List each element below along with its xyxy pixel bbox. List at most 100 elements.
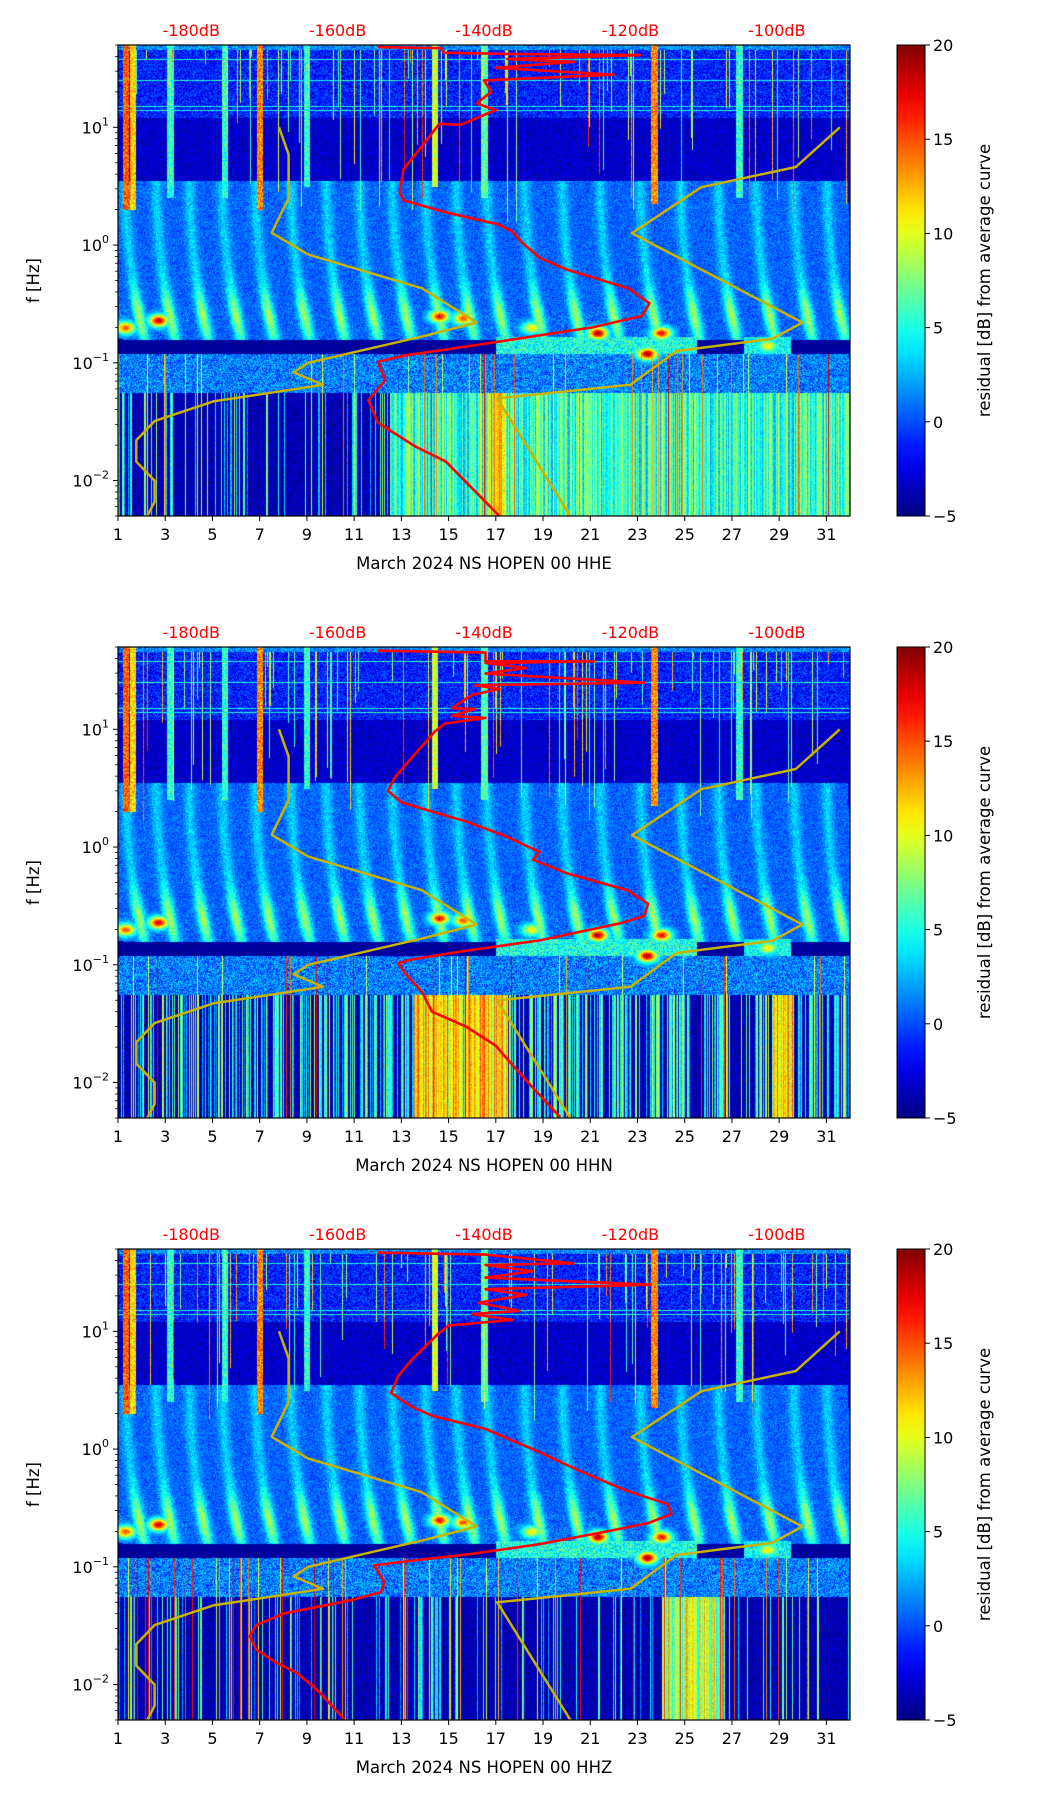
y-axis-label: f [Hz] bbox=[24, 258, 43, 303]
y-tick-label: 101 bbox=[82, 115, 109, 137]
x-tick-label: 1 bbox=[113, 1729, 123, 1748]
colorbar-tick-label: 0 bbox=[933, 413, 943, 432]
colorbar-tick-label: 20 bbox=[933, 638, 953, 657]
x-tick-label: 27 bbox=[722, 1127, 742, 1146]
x-tick-label: 1 bbox=[113, 525, 123, 544]
y-tick-base: 10 bbox=[72, 956, 92, 975]
x-tick-label: 17 bbox=[486, 1729, 506, 1748]
x-tick-label: 15 bbox=[438, 1127, 458, 1146]
x-tick-label: 29 bbox=[769, 525, 789, 544]
high-noise-model-line bbox=[495, 728, 841, 1118]
x-tick-label: 9 bbox=[302, 525, 312, 544]
x-tick-label: 9 bbox=[302, 1127, 312, 1146]
x-tick-label: 9 bbox=[302, 1729, 312, 1748]
y-tick-base: 10 bbox=[72, 1676, 92, 1695]
y-tick-base: 10 bbox=[72, 1558, 92, 1577]
x-tick-label: 15 bbox=[438, 1729, 458, 1748]
y-tick-label: 100 bbox=[82, 835, 109, 857]
y-axis-label: f [Hz] bbox=[24, 860, 43, 905]
colorbar-tick-label: 0 bbox=[933, 1015, 943, 1034]
y-tick-label: 10−1 bbox=[72, 953, 109, 975]
x-tick-label: 3 bbox=[160, 525, 170, 544]
x-tick-label: 23 bbox=[627, 1127, 647, 1146]
colorbar-tick-label: −5 bbox=[933, 1109, 957, 1128]
x-tick-label: 13 bbox=[391, 1729, 411, 1748]
db-scale-label: -140dB bbox=[455, 623, 512, 642]
db-scale-label: -120dB bbox=[602, 21, 659, 40]
db-scale-label: -180dB bbox=[162, 623, 219, 642]
high-noise-model-line bbox=[495, 126, 841, 516]
x-tick-label: 5 bbox=[207, 1127, 217, 1146]
colorbar bbox=[896, 44, 926, 517]
x-tick-label: 23 bbox=[627, 1729, 647, 1748]
average-psd-line bbox=[366, 45, 651, 516]
plot-overlay: 1 3 5 7 9 11 13 15 17 19 21 23 25 27 29 3110−210−110010… bbox=[24, 21, 994, 573]
x-tick-label: 29 bbox=[769, 1729, 789, 1748]
spectrogram-panel-hhn: 1 3 5 7 9 11 13 15 17 19 21 23 25 27 29 31 10−2 10−1 100 10… bbox=[0, 602, 1052, 1204]
colorbar-tick-label: 15 bbox=[933, 130, 953, 149]
colorbar-tick-label: 10 bbox=[933, 1428, 953, 1447]
plot-overlay: 1 3 5 7 9 11 13 15 17 19 21 23 25 27 29 3110−210−110010… bbox=[24, 1225, 994, 1777]
x-tick-label: 5 bbox=[207, 525, 217, 544]
y-tick-label: 10−2 bbox=[72, 469, 109, 491]
colorbar-tick-label: 5 bbox=[933, 921, 943, 940]
x-tick-label: 11 bbox=[344, 1729, 364, 1748]
low-noise-model-line bbox=[135, 126, 478, 516]
x-tick-label: 3 bbox=[160, 1729, 170, 1748]
y-tick-label: 10−2 bbox=[72, 1071, 109, 1093]
y-tick-exponent: 0 bbox=[102, 835, 109, 848]
x-tick-label: 23 bbox=[627, 525, 647, 544]
average-psd-line bbox=[248, 1251, 673, 1720]
y-tick-base: 10 bbox=[72, 354, 92, 373]
colorbar-label: residual [dB] from average curve bbox=[975, 144, 994, 417]
colorbar-tick-label: 0 bbox=[933, 1617, 943, 1636]
y-tick-label: 101 bbox=[82, 1319, 109, 1341]
x-tick-label: 25 bbox=[675, 1127, 695, 1146]
y-tick-exponent: −1 bbox=[93, 953, 109, 966]
x-tick-label: 7 bbox=[255, 1127, 265, 1146]
x-tick-label: 13 bbox=[391, 1127, 411, 1146]
curves bbox=[135, 45, 841, 516]
x-axis-label: March 2024 NS HOPEN 00 HHE bbox=[356, 554, 612, 573]
y-tick-base: 10 bbox=[82, 838, 102, 857]
x-tick-label: 27 bbox=[722, 525, 742, 544]
x-tick-label: 31 bbox=[816, 1127, 836, 1146]
x-tick-label: 21 bbox=[580, 525, 600, 544]
y-tick-base: 10 bbox=[82, 118, 102, 137]
db-scale-label: -160dB bbox=[309, 21, 366, 40]
colorbar bbox=[896, 646, 926, 1119]
x-tick-label: 29 bbox=[769, 1127, 789, 1146]
x-tick-label: 19 bbox=[533, 1127, 553, 1146]
y-tick-exponent: −1 bbox=[93, 1555, 109, 1568]
y-tick-exponent: 0 bbox=[102, 1437, 109, 1450]
curves bbox=[135, 649, 841, 1118]
x-tick-label: 19 bbox=[533, 525, 553, 544]
colorbar-label: residual [dB] from average curve bbox=[975, 746, 994, 1019]
db-scale-label: -120dB bbox=[602, 623, 659, 642]
colorbar-tick-label: 20 bbox=[933, 36, 953, 55]
db-scale-label: -160dB bbox=[309, 1225, 366, 1244]
low-noise-model-line bbox=[135, 728, 478, 1118]
colorbar-tick-label: −5 bbox=[933, 1711, 957, 1730]
x-tick-label: 15 bbox=[438, 525, 458, 544]
x-axis-label: March 2024 NS HOPEN 00 HHZ bbox=[356, 1758, 613, 1777]
colorbar-tick-label: 10 bbox=[933, 826, 953, 845]
plot-overlay: 1 3 5 7 9 11 13 15 17 19 21 23 25 27 29 3110−210−110010… bbox=[24, 623, 994, 1175]
x-tick-label: 27 bbox=[722, 1729, 742, 1748]
x-tick-label: 11 bbox=[344, 525, 364, 544]
x-tick-label: 13 bbox=[391, 525, 411, 544]
y-tick-exponent: 1 bbox=[102, 115, 109, 128]
colorbar-tick-label: 5 bbox=[933, 319, 943, 338]
low-noise-model-line bbox=[135, 1330, 478, 1720]
x-axis-label: March 2024 NS HOPEN 00 HHN bbox=[355, 1156, 613, 1175]
x-tick-label: 11 bbox=[344, 1127, 364, 1146]
y-tick-label: 10−1 bbox=[72, 1555, 109, 1577]
y-tick-exponent: 1 bbox=[102, 1319, 109, 1332]
colorbar-tick-label: 5 bbox=[933, 1523, 943, 1542]
colorbar-tick-label: 10 bbox=[933, 224, 953, 243]
x-tick-label: 21 bbox=[580, 1127, 600, 1146]
spectrogram-panel-hhz: 1 3 5 7 9 11 13 15 17 19 21 23 25 27 29 31 10−2 10−1 100 10… bbox=[0, 1204, 1052, 1806]
y-tick-base: 10 bbox=[82, 1440, 102, 1459]
x-tick-label: 7 bbox=[255, 525, 265, 544]
spectrogram-image bbox=[118, 1249, 850, 1720]
